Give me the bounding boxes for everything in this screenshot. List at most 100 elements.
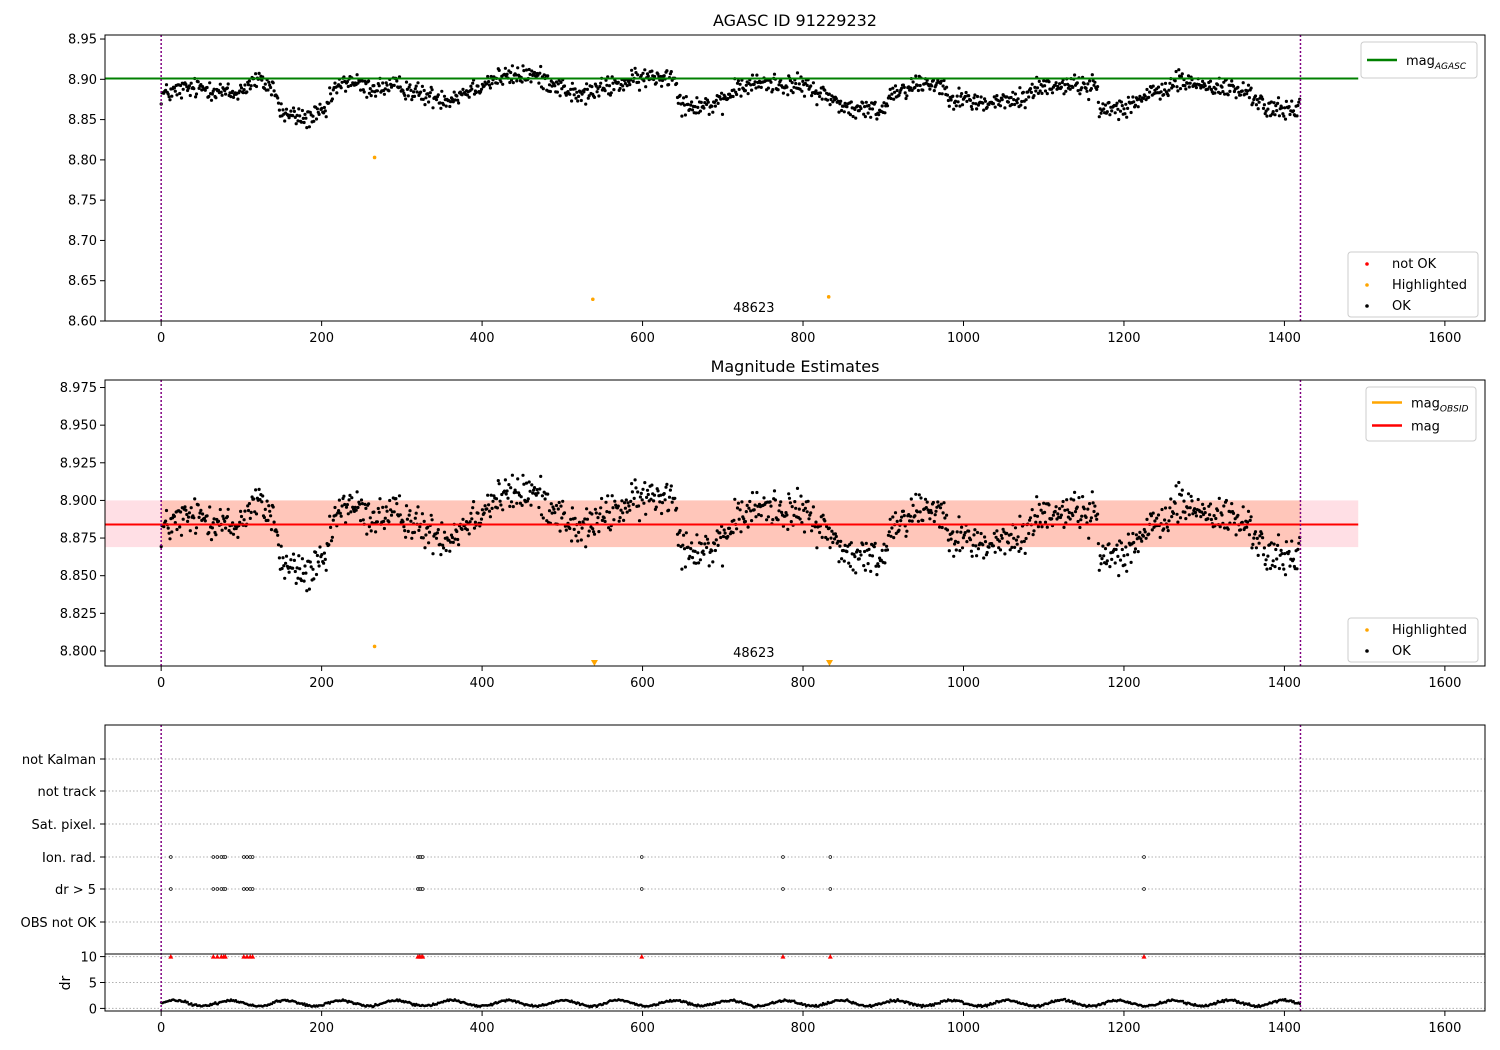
ok-point (505, 72, 509, 76)
ok-point (861, 543, 865, 547)
legend-point-swatch (1365, 628, 1369, 632)
y-tick-label: 8.80 (68, 153, 97, 168)
ok-point (883, 561, 887, 565)
ok-point (470, 517, 474, 521)
ok-point (616, 80, 620, 84)
ok-point (284, 554, 289, 558)
panel-magnitude-estimates-x-axis: 0 200 400 600 800 1000 1200 1400 1600 (157, 666, 1461, 691)
ok-point (1102, 107, 1106, 111)
ok-point (406, 94, 410, 98)
flag-event-point (250, 855, 255, 859)
ok-point (803, 506, 808, 510)
ok-point (1099, 562, 1103, 566)
ok-point (424, 96, 428, 100)
ok-point (367, 79, 371, 83)
ok-point (1115, 543, 1119, 547)
ok-point (1295, 567, 1299, 571)
ok-point (360, 79, 364, 83)
ok-point (430, 88, 434, 92)
ok-point (199, 508, 203, 512)
ok-point (723, 531, 727, 535)
ok-point (1043, 520, 1048, 524)
ok-point (689, 547, 693, 551)
ok-point (854, 116, 858, 120)
ok-point (419, 90, 423, 94)
ok-point (212, 517, 216, 521)
ok-point (552, 507, 556, 511)
ok-point (1062, 525, 1066, 530)
ok-point (1000, 98, 1004, 102)
ok-point (818, 530, 822, 535)
ok-point (614, 503, 618, 507)
ok-point (883, 111, 887, 115)
ok-point (413, 516, 417, 520)
ok-point (682, 96, 686, 100)
ok-point (649, 497, 653, 501)
ok-point (168, 537, 172, 541)
ok-point (359, 519, 363, 523)
ok-point (868, 553, 872, 557)
ok-point (836, 99, 840, 103)
ok-point (842, 110, 846, 114)
ok-point (461, 517, 465, 521)
ok-point (374, 530, 378, 534)
ok-point (448, 104, 452, 109)
ok-point (252, 497, 256, 501)
ok-point (1231, 511, 1236, 515)
ok-point (862, 112, 866, 116)
ok-point (960, 525, 964, 529)
ok-point (167, 531, 171, 535)
ok-point (1277, 114, 1281, 118)
ok-point (995, 94, 999, 98)
ok-point (495, 81, 499, 85)
ok-point (1134, 533, 1138, 537)
ok-point (945, 513, 949, 517)
ok-point (1143, 94, 1147, 98)
ok-point (780, 510, 784, 514)
ok-point (1021, 90, 1025, 94)
ok-point (1061, 499, 1065, 504)
ok-point (665, 69, 669, 73)
ok-point (604, 500, 608, 504)
ok-point (965, 99, 969, 103)
ok-point (787, 496, 792, 500)
ok-point (598, 84, 602, 89)
ok-point (405, 517, 409, 521)
ok-point (249, 510, 253, 514)
dr-point (656, 1003, 660, 1006)
ok-point (772, 72, 777, 76)
ok-point (1051, 513, 1055, 517)
ok-point (1271, 559, 1275, 563)
ok-point (903, 91, 907, 95)
ok-point (682, 547, 687, 551)
ok-point (953, 539, 958, 544)
ok-point (1120, 104, 1124, 108)
ok-point (1053, 83, 1057, 87)
ok-point (1186, 506, 1190, 510)
ok-point (815, 103, 819, 107)
ok-point (335, 91, 339, 95)
ok-point (970, 554, 974, 558)
ok-point (801, 79, 805, 83)
ok-point (594, 84, 598, 88)
ok-point (502, 489, 507, 493)
ok-point (347, 498, 351, 502)
ok-point (676, 543, 680, 547)
ok-point (923, 497, 928, 501)
ok-point (241, 91, 245, 95)
ok-point (737, 87, 741, 91)
ok-point (1276, 101, 1280, 105)
ok-point (1223, 526, 1227, 530)
ok-point (210, 526, 214, 530)
ok-point (607, 510, 612, 514)
dr-point (803, 1003, 807, 1006)
dr-point (993, 1002, 997, 1005)
ok-point (611, 506, 615, 510)
ok-point (1108, 113, 1112, 117)
ok-point (340, 80, 344, 84)
x-tick-label: 800 (791, 1021, 816, 1036)
ok-point (281, 108, 285, 112)
ok-point (797, 82, 801, 86)
ok-point (1073, 490, 1077, 494)
